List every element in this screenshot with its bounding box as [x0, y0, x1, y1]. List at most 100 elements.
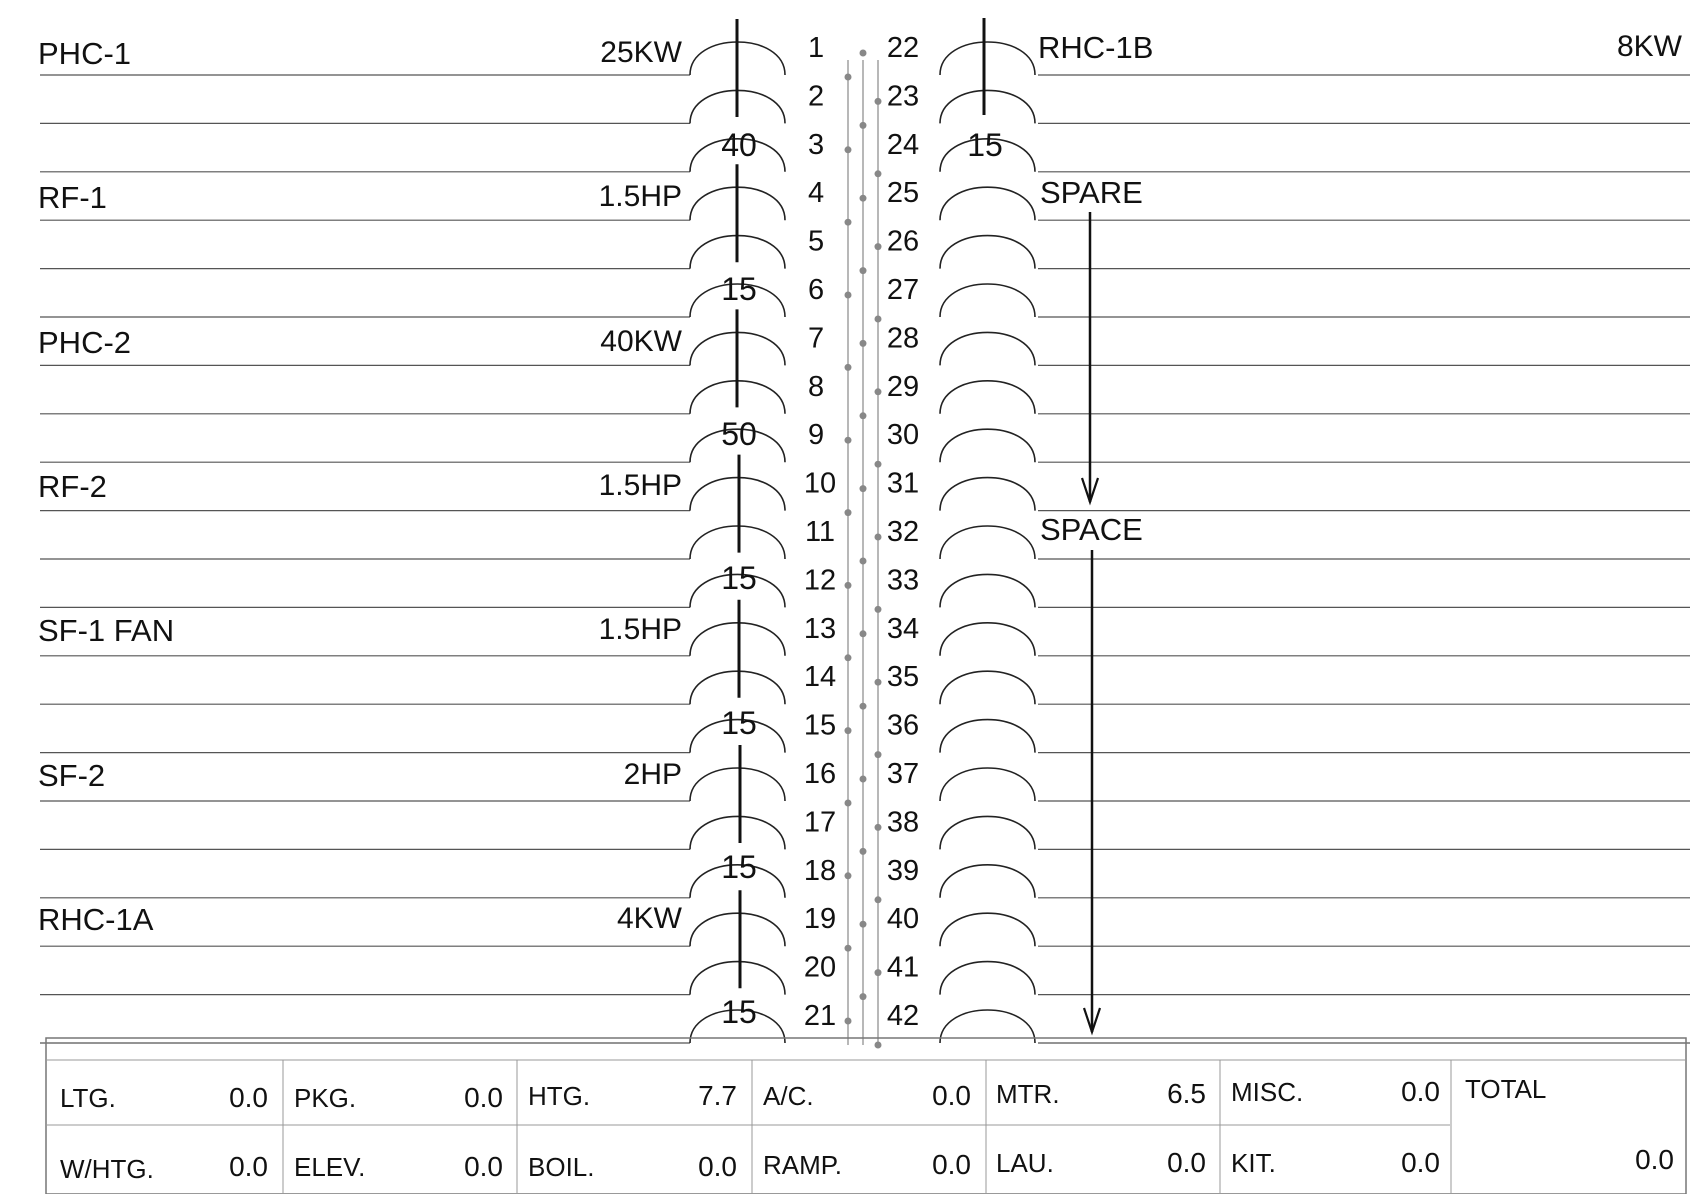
summary-label: W/HTG. [60, 1154, 154, 1184]
circuit-number: 32 [887, 516, 919, 548]
circuit-number: 21 [804, 1000, 836, 1032]
breaker-arc-right [939, 89, 1036, 124]
circuit-number: 13 [804, 613, 836, 645]
bus-tap-dot [844, 944, 852, 952]
breaker-arc-right [939, 718, 1036, 753]
bus-tap-dot [859, 993, 867, 1001]
left-loads: PHC-1 25KW 40 RF-1 1.5HP 15 PHC-2 40KW 5… [38, 36, 757, 1030]
circuit-number: 22 [887, 32, 919, 64]
bus-tap-dot [859, 412, 867, 420]
circuit-number: 40 [887, 903, 919, 935]
circuit-number: 3 [808, 129, 824, 161]
load-rating: 25KW [600, 36, 682, 69]
breaker-size: 40 [721, 127, 757, 163]
bus-tap-dot [874, 823, 882, 831]
circuit-number: 2 [808, 80, 824, 112]
breaker-arc-right [939, 283, 1036, 318]
circuit-number: 25 [887, 177, 919, 209]
breaker-arc-right [939, 622, 1036, 656]
summary-label: KIT. [1231, 1148, 1276, 1178]
load-rating: 1.5HP [599, 469, 682, 502]
right-loads: RHC-1B 8KW 15 SPARE SPACE [967, 30, 1682, 547]
circuit-number: 31 [887, 468, 919, 500]
circuit-number: 36 [887, 710, 919, 742]
bus-tap-dot [874, 969, 882, 977]
circuit-number: 24 [887, 129, 919, 161]
bus-tap-dot [874, 460, 882, 468]
breaker-arc-left [689, 815, 786, 850]
bus-tap-dot [844, 146, 852, 154]
breaker-arc-right [939, 912, 1036, 947]
bus-tap-dot [844, 654, 852, 662]
breaker-arc-left [689, 1009, 786, 1044]
circuit-number: 34 [887, 613, 919, 645]
bus-tap-dot [844, 727, 852, 735]
breaker-size: 15 [721, 849, 757, 885]
circuit-number: 38 [887, 806, 919, 838]
bus-tap-dot [859, 557, 867, 565]
breaker-size: 15 [721, 705, 757, 741]
summary-label: MISC. [1231, 1077, 1303, 1107]
breaker-size: 15 [967, 127, 1003, 163]
load-name: PHC-2 [38, 325, 131, 360]
breaker-size: 15 [721, 271, 757, 307]
breaker-arc-left [689, 283, 786, 318]
breaker-arc-layer [689, 41, 1036, 1044]
breaker-arc-right [939, 331, 1036, 366]
bus-tap-dot [859, 194, 867, 202]
bus-tap-dot [844, 509, 852, 517]
load-rating: 40KW [600, 325, 682, 358]
circuit-number: 14 [804, 661, 836, 693]
circuit-number: 7 [808, 322, 824, 354]
breaker-arc-right [939, 815, 1036, 850]
circuit-number: 41 [887, 952, 919, 984]
summary-value: 0.0 [1401, 1147, 1440, 1178]
circuit-number: 37 [887, 758, 919, 790]
breaker-arc-right [939, 960, 1036, 995]
circuit-number: 27 [887, 274, 919, 306]
bus-tap-dot [859, 49, 867, 57]
circuit-number: 15 [804, 710, 836, 742]
bus-tap-dot [874, 1041, 882, 1049]
bus-tap-dot [874, 170, 882, 178]
bus-tap-dot [859, 920, 867, 928]
load-name: SF-1 FAN [38, 613, 174, 648]
circuit-number: 1 [808, 32, 824, 64]
circuit-number: 26 [887, 226, 919, 258]
summary-label: LAU. [996, 1148, 1054, 1178]
breaker-arc-right [939, 234, 1036, 269]
breaker-arc-right [939, 428, 1036, 463]
load-name: RHC-1A [38, 902, 154, 937]
bus-tap-dot [859, 630, 867, 638]
summary-value: 0.0 [229, 1151, 268, 1182]
breaker-tie-layer [735, 18, 1102, 1036]
breaker-arc-right [939, 138, 1036, 172]
circuit-number: 18 [804, 855, 836, 887]
breaker-size: 15 [721, 560, 757, 596]
space-label: SPACE [1040, 512, 1143, 547]
bus-tap-dot [844, 872, 852, 880]
bus-tap-dot [874, 678, 882, 686]
bus-tap-dot [874, 605, 882, 613]
bus-tap-dot [844, 436, 852, 444]
load-name: RHC-1B [1038, 30, 1153, 65]
summary-value: 0.0 [932, 1149, 971, 1180]
bus-tap-dot [859, 339, 867, 347]
circuit-number: 9 [808, 419, 824, 451]
circuit-number: 8 [808, 371, 824, 403]
breaker-arc-right [939, 41, 1036, 76]
load-name: RF-1 [38, 180, 107, 215]
bus-tap-dot [844, 799, 852, 807]
summary-value: 6.5 [1167, 1078, 1206, 1109]
summary-value: 7.7 [698, 1080, 737, 1111]
bus-tap-dot [859, 702, 867, 710]
bus-tap-dot [874, 751, 882, 759]
right-circuit-numbers: 22 23 24 25 26 27 28 29 30 31 32 33 34 35 36 37 38 39 40 41… [887, 32, 919, 1032]
circuit-number: 4 [808, 177, 824, 209]
summary-label: LTG. [60, 1083, 116, 1113]
summary-value: 0.0 [698, 1151, 737, 1182]
breaker-arc-right [939, 864, 1036, 898]
breaker-arc-left [689, 864, 786, 898]
bus-tap-dot [859, 847, 867, 855]
